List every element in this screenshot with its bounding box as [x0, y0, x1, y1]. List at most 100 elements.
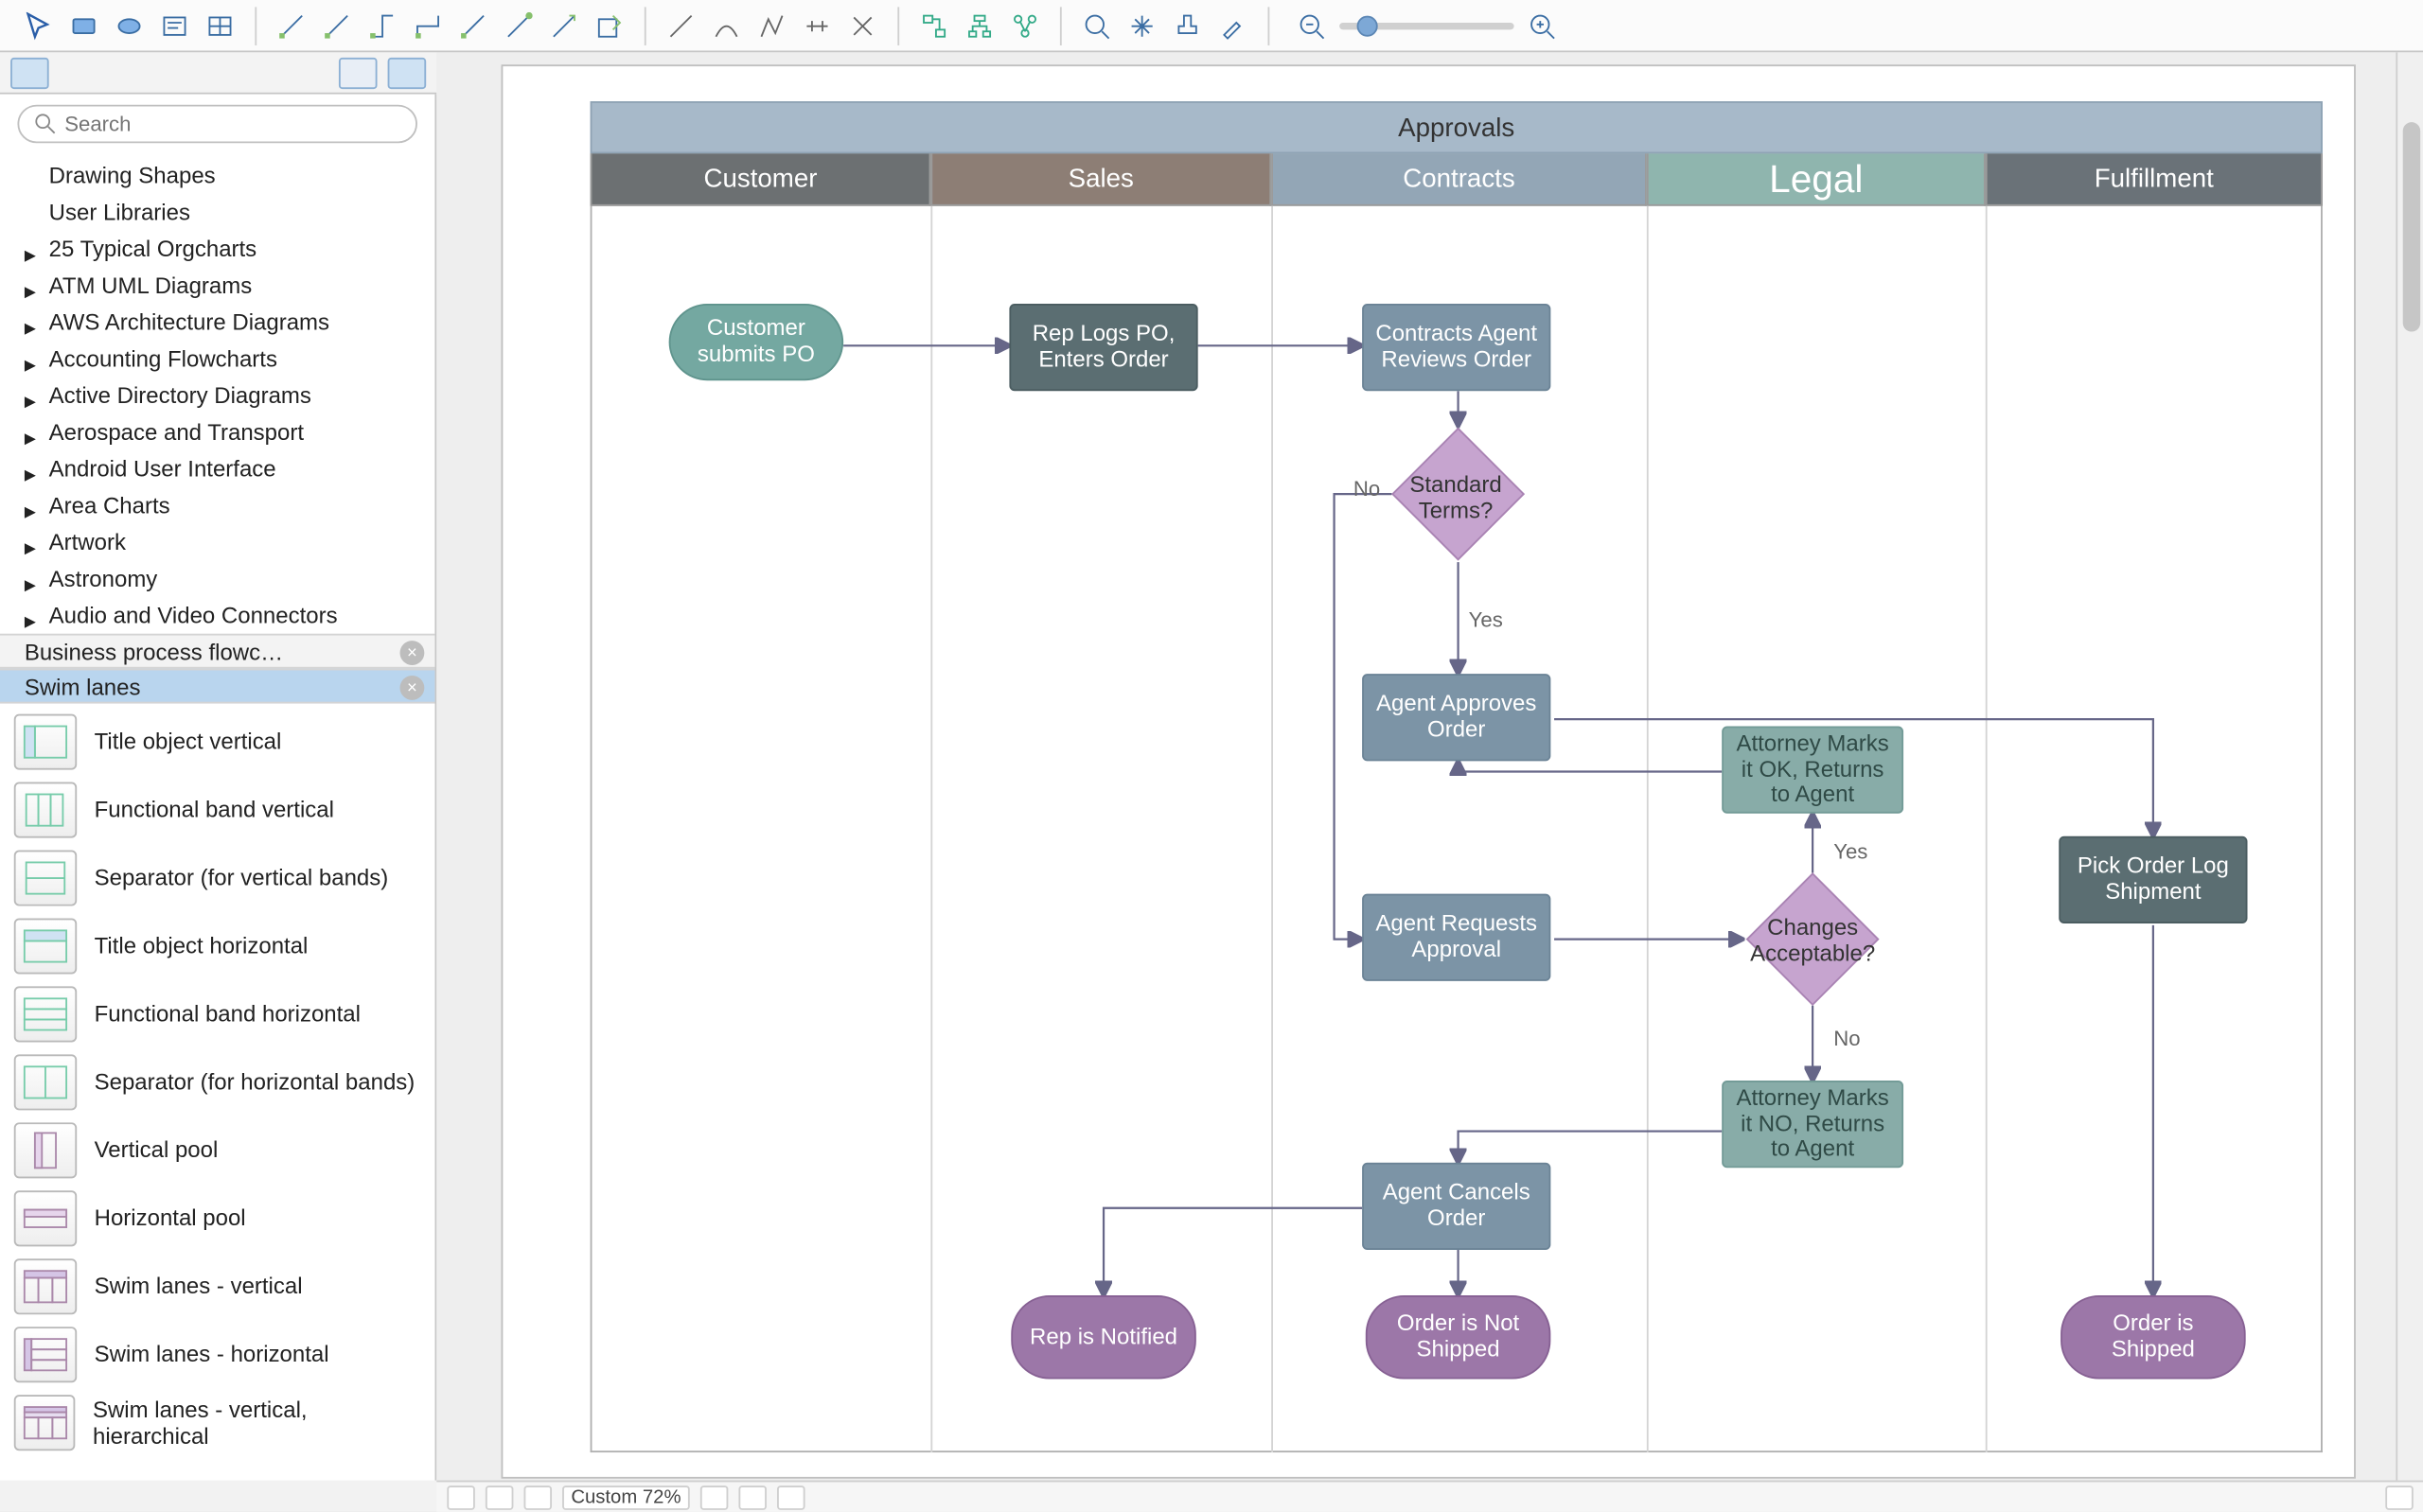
shape-item[interactable]: Horizontal pool: [0, 1184, 434, 1252]
shape-item[interactable]: Separator (for horizontal bands): [0, 1047, 434, 1116]
shape-thumb-icon: [14, 850, 77, 905]
tree-tool-3[interactable]: [1004, 6, 1046, 44]
node-attorney-ok[interactable]: Attorney Marks it OK, Returns to Agent: [1722, 727, 1903, 814]
status-expand-icon[interactable]: [2385, 1485, 2414, 1509]
connector-4[interactable]: [407, 6, 449, 44]
status-prev-icon[interactable]: [486, 1485, 514, 1509]
shape-item[interactable]: Title object vertical: [0, 707, 434, 775]
scrollbar-thumb[interactable]: [2403, 122, 2420, 331]
status-next-icon[interactable]: [524, 1485, 553, 1509]
connector-5[interactable]: [452, 6, 494, 44]
status-view-2[interactable]: [777, 1485, 805, 1509]
connector-export[interactable]: [589, 6, 630, 44]
shape-item[interactable]: Functional band vertical: [0, 775, 434, 843]
tree-item[interactable]: ▸AWS Architecture Diagrams: [0, 304, 434, 341]
line-tool-3[interactable]: [751, 6, 792, 44]
tree-item[interactable]: ▸25 Typical Orgcharts: [0, 231, 434, 268]
node-attorney-no[interactable]: Attorney Marks it NO, Returns to Agent: [1722, 1081, 1903, 1168]
node-agent-cancels[interactable]: Agent Cancels Order: [1362, 1163, 1550, 1250]
tree-label: Aerospace and Transport: [49, 419, 304, 446]
line-tool-4[interactable]: [796, 6, 838, 44]
node-start[interactable]: Customer submits PO: [669, 304, 844, 380]
zoom-thumb[interactable]: [1357, 15, 1378, 36]
shape-item[interactable]: Vertical pool: [0, 1116, 434, 1184]
status-pause-icon[interactable]: [447, 1485, 475, 1509]
connector-6[interactable]: [498, 6, 539, 44]
shape-item[interactable]: Swim lanes - vertical: [0, 1252, 434, 1320]
zoom-out-icon[interactable]: [1290, 6, 1332, 44]
tree-item[interactable]: ▸Accounting Flowcharts: [0, 341, 434, 378]
line-tool-5[interactable]: [841, 6, 883, 44]
library-grid-icon[interactable]: [339, 57, 378, 88]
node-rep-notified[interactable]: Rep is Notified: [1011, 1295, 1196, 1380]
shape-item[interactable]: Swim lanes - horizontal: [0, 1320, 434, 1388]
tree-item[interactable]: Drawing Shapes: [0, 157, 434, 194]
tree-item[interactable]: ▸Artwork: [0, 524, 434, 561]
zoom-level[interactable]: Custom 72%: [562, 1485, 690, 1509]
node-order-not-shipped[interactable]: Order is Not Shipped: [1366, 1295, 1551, 1380]
library-toggle[interactable]: [10, 57, 49, 88]
node-pick-order[interactable]: Pick Order Log Shipment: [2059, 836, 2247, 923]
tree-item[interactable]: ▸Area Charts: [0, 487, 434, 524]
node-rep-logs[interactable]: Rep Logs PO, Enters Order: [1009, 304, 1197, 391]
eyedropper-icon[interactable]: [1212, 6, 1253, 44]
rect-tool[interactable]: [62, 6, 104, 44]
connector-7[interactable]: [543, 6, 585, 44]
column-contracts[interactable]: Contracts: [1271, 153, 1647, 205]
status-stepper-icon[interactable]: [700, 1485, 729, 1509]
connector-1[interactable]: [271, 6, 312, 44]
node-order-shipped[interactable]: Order is Shipped: [2060, 1295, 2246, 1380]
text-tool[interactable]: [153, 6, 195, 44]
tree-item[interactable]: ▸ATM UML Diagrams: [0, 267, 434, 304]
connector-2[interactable]: [316, 6, 358, 44]
close-icon[interactable]: ×: [400, 676, 425, 700]
search-input[interactable]: [17, 105, 417, 144]
tree-item[interactable]: User Libraries: [0, 194, 434, 231]
shape-thumb-icon: [14, 713, 77, 769]
close-icon[interactable]: ×: [400, 641, 425, 665]
ellipse-tool[interactable]: [108, 6, 150, 44]
tree-item[interactable]: ▸Aerospace and Transport: [0, 413, 434, 450]
line-tool-2[interactable]: [705, 6, 747, 44]
shape-label: Title object horizontal: [95, 932, 309, 958]
zoom-in-plus-icon[interactable]: [1521, 6, 1563, 44]
tab-business-process[interactable]: Business process flowc… ×: [0, 634, 434, 669]
shape-item[interactable]: Separator (for vertical bands): [0, 843, 434, 911]
status-view-1[interactable]: [738, 1485, 767, 1509]
vertical-scrollbar[interactable]: [2396, 52, 2423, 1480]
swimlane-title[interactable]: Approvals: [591, 101, 2323, 153]
tree-item[interactable]: ▸Android User Interface: [0, 450, 434, 487]
library-search-icon[interactable]: [388, 57, 427, 88]
column-sales[interactable]: Sales: [930, 153, 1271, 205]
shape-thumb-icon: [14, 918, 77, 974]
zoom-slider[interactable]: [1290, 6, 1563, 44]
shape-item[interactable]: Functional band horizontal: [0, 979, 434, 1047]
zoom-in-icon[interactable]: [1076, 6, 1118, 44]
shape-item[interactable]: Title object horizontal: [0, 911, 434, 979]
pointer-tool[interactable]: [17, 6, 59, 44]
node-agent-requests[interactable]: Agent Requests Approval: [1362, 894, 1550, 981]
tab-swim-lanes[interactable]: Swim lanes ×: [0, 669, 434, 704]
tree-item[interactable]: ▸Astronomy: [0, 560, 434, 597]
column-fulfillment[interactable]: Fulfillment: [1986, 153, 2323, 205]
column-legal[interactable]: Legal: [1647, 153, 1986, 205]
node-contracts-review[interactable]: Contracts Agent Reviews Order: [1362, 304, 1550, 391]
canvas-area[interactable]: Approvals Customer Sales Contracts Legal…: [436, 52, 2396, 1480]
line-tool-1[interactable]: [660, 6, 701, 44]
diagram: Approvals Customer Sales Contracts Legal…: [591, 101, 2323, 1452]
shape-item[interactable]: Swim lanes - vertical, hierarchical: [0, 1388, 434, 1456]
tree-item[interactable]: ▸Audio and Video Connectors: [0, 597, 434, 634]
table-tool[interactable]: [199, 6, 240, 44]
tab-label: Business process flowc…: [25, 638, 283, 664]
tree-tool-1[interactable]: [913, 6, 955, 44]
connector-3[interactable]: [362, 6, 403, 44]
tree-label: Accounting Flowcharts: [49, 345, 277, 372]
node-agent-approves[interactable]: Agent Approves Order: [1362, 674, 1550, 761]
tree-tool-2[interactable]: [959, 6, 1000, 44]
tree-item[interactable]: ▸Active Directory Diagrams: [0, 378, 434, 414]
tree-label: Artwork: [49, 529, 126, 555]
column-customer[interactable]: Customer: [591, 153, 931, 205]
pan-icon[interactable]: [1121, 6, 1162, 44]
stamp-icon[interactable]: [1166, 6, 1208, 44]
shape-thumb-icon: [14, 1326, 77, 1381]
